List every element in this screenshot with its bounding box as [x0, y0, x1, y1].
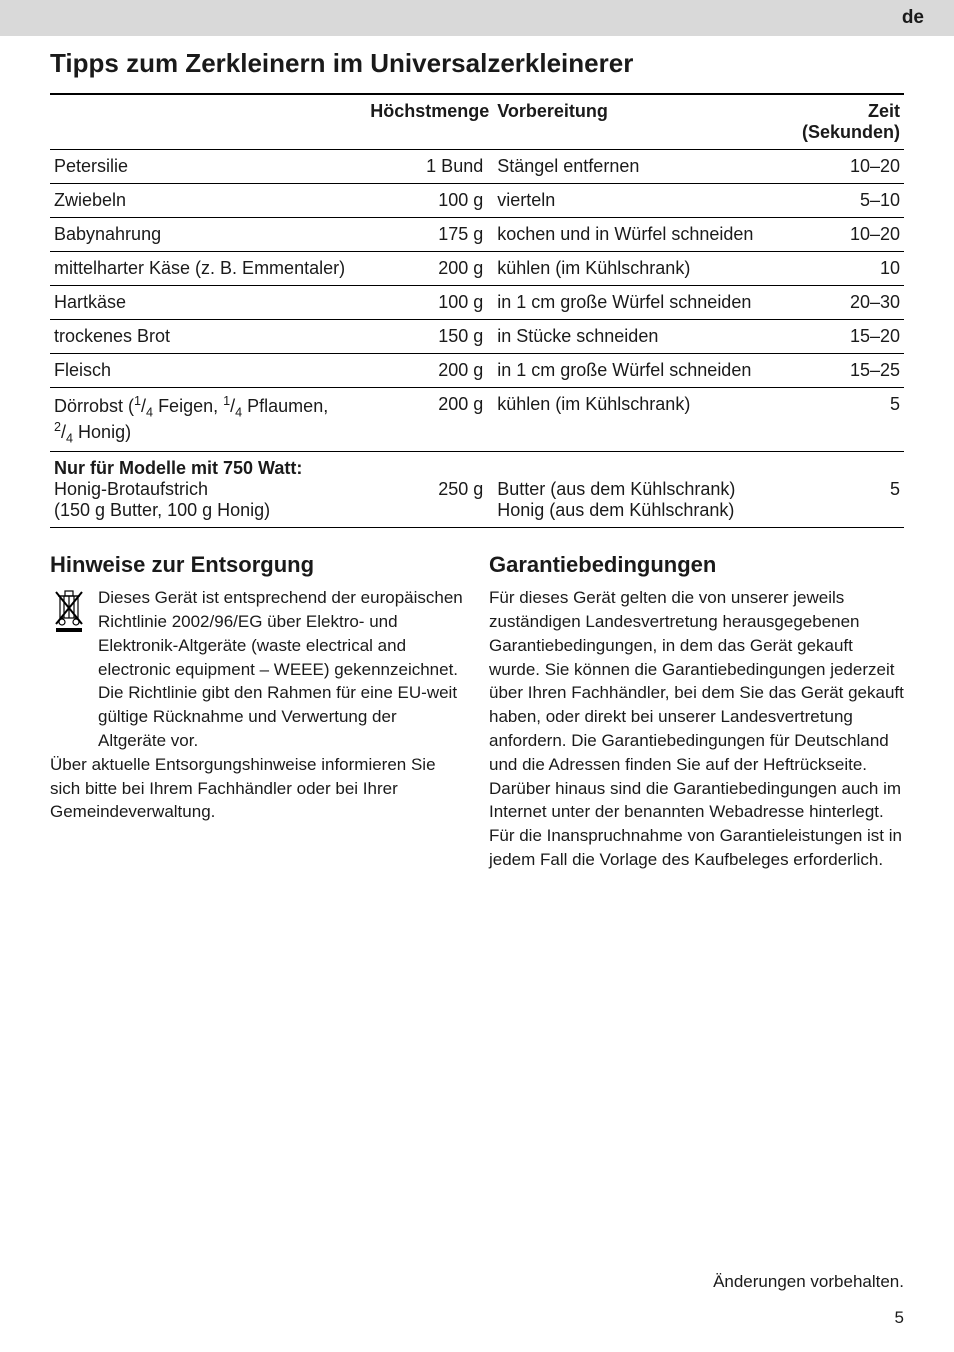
disposal-para1: Dieses Gerät ist entsprechend der europä… — [98, 586, 465, 753]
text: (150 g Butter, 100 g Honig) — [54, 500, 270, 520]
text: Feigen, — [153, 396, 223, 416]
warranty-para2: Darüber hinaus sind die Garantiebedingun… — [489, 777, 904, 872]
cell-amount: 175 g — [366, 218, 493, 252]
page-title: Tipps zum Zerkleinern im Universalzerkle… — [50, 48, 904, 79]
cell-amount: 1 Bund — [366, 150, 493, 184]
text: Honig) — [73, 422, 131, 442]
cell-amount: 200 g — [366, 388, 493, 452]
disposal-content: Dieses Gerät ist entsprechend der europä… — [50, 586, 465, 753]
page-number: 5 — [895, 1308, 904, 1328]
cell-time: 5–10 — [769, 184, 904, 218]
fraction-den: 4 — [146, 406, 153, 420]
cell-prep: vierteln — [493, 184, 768, 218]
table-row: Hartkäse 100 g in 1 cm große Würfel schn… — [50, 286, 904, 320]
cell-time: 10–20 — [769, 150, 904, 184]
th-prep: Vorbereitung — [493, 94, 768, 150]
cell-ingredient: Dörrobst (1/4 Feigen, 1/4 Pflaumen, 2/4 … — [50, 388, 366, 452]
text: Butter (aus dem Kühlschrank) — [497, 479, 735, 499]
content-area: Tipps zum Zerkleinern im Universalzerkle… — [0, 48, 954, 872]
cell-ingredient: Fleisch — [50, 354, 366, 388]
cell-amount: 100 g — [366, 286, 493, 320]
left-column: Hinweise zur Entsorgung — [50, 552, 465, 872]
cell-ingredient: Petersilie — [50, 150, 366, 184]
cell-prep: in 1 cm große Würfel schneiden — [493, 354, 768, 388]
table-row: Zwiebeln 100 g vierteln 5–10 — [50, 184, 904, 218]
cell-amount: 100 g — [366, 184, 493, 218]
th-ingredient — [50, 94, 366, 150]
cell-amount: 200 g — [366, 252, 493, 286]
bottom-columns: Hinweise zur Entsorgung — [50, 552, 904, 872]
table-row-model750: Nur für Modelle mit 750 Watt: Honig-Brot… — [50, 452, 904, 528]
cell-amount: 250 g — [366, 452, 493, 528]
warranty-title: Garantiebedingungen — [489, 552, 904, 578]
th-amount: Höchstmenge — [366, 94, 493, 150]
text: Honig (aus dem Kühlschrank) — [497, 500, 734, 520]
cell-ingredient: Nur für Modelle mit 750 Watt: Honig-Brot… — [50, 452, 366, 528]
table-row: Babynahrung 175 g kochen und in Würfel s… — [50, 218, 904, 252]
th-time: Zeit (Sekunden) — [769, 94, 904, 150]
table-row-dorrobst: Dörrobst (1/4 Feigen, 1/4 Pflaumen, 2/4 … — [50, 388, 904, 452]
cell-prep: Butter (aus dem Kühlschrank) Honig (aus … — [493, 452, 768, 528]
table-row: trockenes Brot 150 g in Stücke schneiden… — [50, 320, 904, 354]
right-column: Garantiebedingungen Für dieses Gerät gel… — [489, 552, 904, 872]
cell-ingredient: mittelharter Käse (z. B. Emmentaler) — [50, 252, 366, 286]
tips-table: Höchstmenge Vorbereitung Zeit (Sekunden)… — [50, 93, 904, 528]
cell-time: 10–20 — [769, 218, 904, 252]
table-row: mittelharter Käse (z. B. Emmentaler) 200… — [50, 252, 904, 286]
table-row: Fleisch 200 g in 1 cm große Würfel schne… — [50, 354, 904, 388]
cell-prep: kochen und in Würfel schneiden — [493, 218, 768, 252]
cell-time: 15–20 — [769, 320, 904, 354]
cell-prep: in 1 cm große Würfel schneiden — [493, 286, 768, 320]
model-heading: Nur für Modelle mit 750 Watt: — [54, 458, 302, 478]
cell-time: 15–25 — [769, 354, 904, 388]
text: Honig-Brotaufstrich — [54, 479, 208, 499]
cell-ingredient: Zwiebeln — [50, 184, 366, 218]
cell-time: 5 — [769, 388, 904, 452]
cell-prep: kühlen (im Kühlschrank) — [493, 388, 768, 452]
cell-prep: kühlen (im Kühlschrank) — [493, 252, 768, 286]
cell-amount: 200 g — [366, 354, 493, 388]
cell-prep: Stängel entfernen — [493, 150, 768, 184]
disposal-title: Hinweise zur Entsorgung — [50, 552, 465, 578]
header-bar: de — [0, 0, 954, 36]
text: Dörrobst ( — [54, 396, 134, 416]
cell-time: 10 — [769, 252, 904, 286]
fraction-num: 1 — [134, 394, 141, 408]
fraction-num: 2 — [54, 420, 61, 434]
disposal-para2: Über aktuelle Entsorgungshinweise inform… — [50, 753, 465, 824]
fraction-den: 4 — [66, 431, 73, 445]
warranty-para1: Für dieses Gerät gelten die von unserer … — [489, 586, 904, 776]
table-row: Petersilie 1 Bund Stängel entfernen 10–2… — [50, 150, 904, 184]
cell-ingredient: trockenes Brot — [50, 320, 366, 354]
cell-prep: in Stücke schneiden — [493, 320, 768, 354]
language-code: de — [902, 7, 924, 29]
cell-time: 5 — [769, 452, 904, 528]
cell-ingredient: Babynahrung — [50, 218, 366, 252]
footer-note: Änderungen vorbehalten. — [713, 1272, 904, 1292]
weee-icon — [50, 586, 88, 634]
text: Pflaumen, — [242, 396, 328, 416]
cell-ingredient: Hartkäse — [50, 286, 366, 320]
cell-amount: 150 g — [366, 320, 493, 354]
cell-time: 20–30 — [769, 286, 904, 320]
fraction-num: 1 — [223, 394, 230, 408]
